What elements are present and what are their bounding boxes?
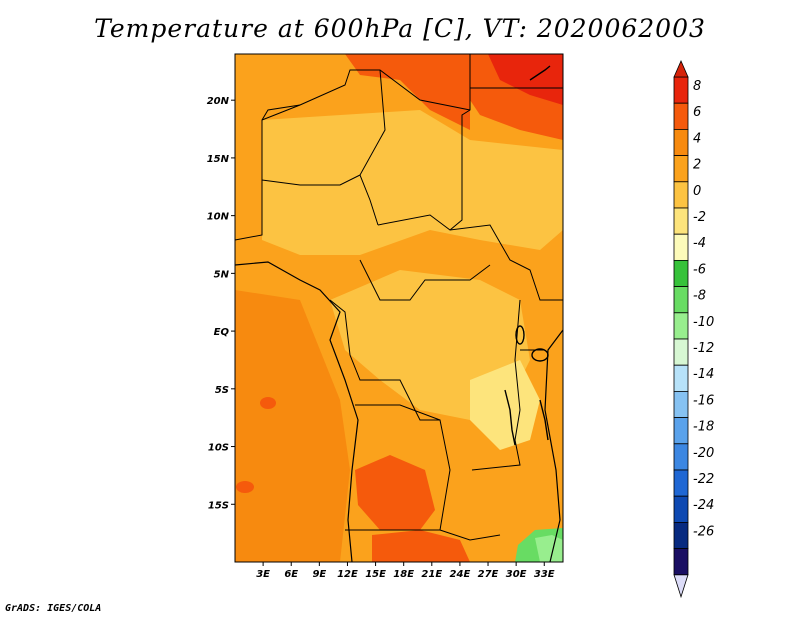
colorbar-label: 0 (693, 184, 701, 199)
southeast-pale-green (535, 535, 563, 562)
colorbar-label: -8 (693, 289, 706, 304)
x-axis-ticks: 3E 6E 9E 12E 15E 18E 21E 24E 27E 30E 33E (256, 562, 555, 580)
colorbar-label: -22 (693, 472, 714, 487)
colorbar-label: -26 (693, 524, 714, 539)
x-tick-label: 18E (393, 569, 414, 580)
colorbar-segment (674, 522, 688, 548)
colorbar-label: -24 (693, 498, 714, 513)
y-tick-label: 5S (215, 385, 229, 396)
y-tick-label: 20N (207, 96, 230, 107)
colorbar-label: -14 (693, 367, 714, 382)
x-tick-label: 24E (450, 569, 471, 580)
colorbar-segment (674, 313, 688, 339)
x-tick-label: 27E (478, 569, 499, 580)
colorbar-segment (674, 339, 688, 365)
y-tick-label: 10N (207, 212, 230, 223)
y-axis-ticks: 20N 15N 10N 5N EQ 5S 10S 15S (207, 96, 235, 511)
colorbar-segment (674, 391, 688, 417)
hot-patch-2 (236, 481, 254, 493)
colorbar-segment (674, 287, 688, 313)
colorbar-label: -2 (693, 210, 706, 225)
x-tick-label: 3E (256, 569, 270, 580)
colorbar-label: -12 (693, 341, 714, 356)
y-tick-label: 15S (208, 500, 229, 511)
colorbar-segment (674, 156, 688, 182)
colorbar-segment (674, 260, 688, 286)
colorbar-label: -20 (693, 446, 714, 461)
x-tick-label: 21E (421, 569, 442, 580)
x-tick-label: 6E (284, 569, 298, 580)
colorbar-segment (674, 129, 688, 155)
x-tick-label: 9E (312, 569, 326, 580)
grads-credit: GrADS: IGES/COLA (5, 603, 101, 614)
colorbar-segment (674, 77, 688, 103)
x-tick-label: 33E (534, 569, 555, 580)
y-tick-label: EQ (214, 327, 230, 338)
colorbar-segment (674, 103, 688, 129)
colorbar-label: 6 (693, 105, 701, 120)
colorbar: 8 6 4 2 0 -2 -4 -6 -8 -10 -12 -14 -16 -18 -20 -22 -24 -26 (674, 61, 714, 597)
colorbar-segment (674, 208, 688, 234)
colorbar-segment (674, 182, 688, 208)
y-tick-label: 15N (207, 154, 230, 165)
x-tick-label: 15E (365, 569, 386, 580)
colorbar-label: -10 (693, 315, 714, 330)
colorbar-segment (674, 365, 688, 391)
colorbar-label: 4 (693, 131, 701, 146)
colorbar-segment (674, 234, 688, 260)
colorbar-label: 2 (693, 158, 701, 173)
colorbar-label: -18 (693, 420, 714, 435)
chart-svg: 3E 6E 9E 12E 15E 18E 21E 24E 27E 30E 33E 20N 15N 10N… (0, 0, 800, 618)
colorbar-label: -16 (693, 393, 714, 408)
y-tick-label: 10S (208, 443, 229, 454)
colorbar-bottom-arrow (674, 575, 688, 597)
colorbar-segment (674, 444, 688, 470)
colorbar-segment (674, 496, 688, 522)
y-tick-label: 5N (214, 269, 230, 280)
x-tick-label: 12E (337, 569, 358, 580)
colorbar-top-arrow (674, 61, 688, 77)
x-tick-label: 30E (506, 569, 527, 580)
colorbar-segment (674, 549, 688, 575)
temperature-map (235, 54, 563, 562)
colorbar-segment (674, 418, 688, 444)
colorbar-segment (674, 470, 688, 496)
colorbar-label: -6 (693, 262, 706, 277)
hot-patch-1 (260, 397, 276, 409)
colorbar-label: -4 (693, 236, 706, 251)
colorbar-label: 8 (693, 79, 701, 94)
